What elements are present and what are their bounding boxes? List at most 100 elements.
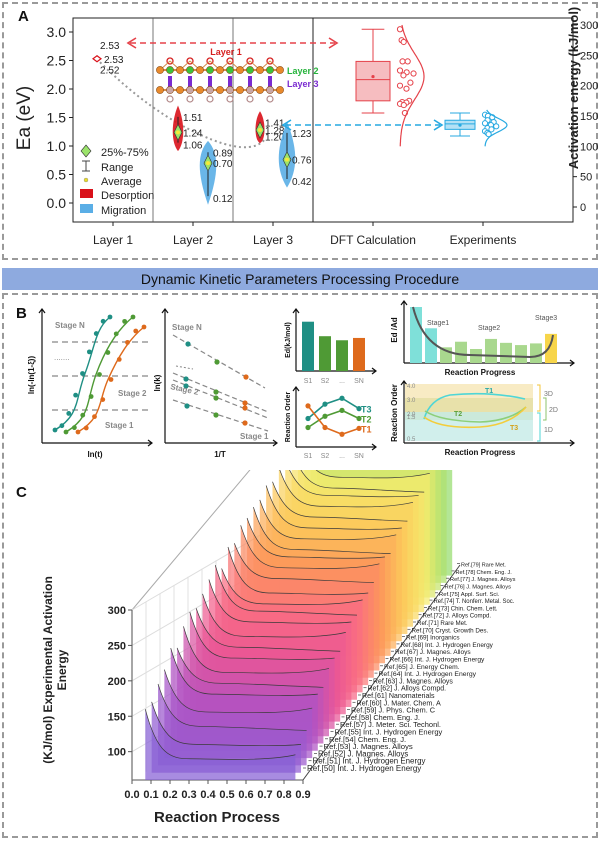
c-y-label-line1: (KJ/mol) Experimental Activation — [41, 576, 55, 764]
c-series-line — [246, 517, 386, 559]
c-y-label-line2: Energy — [55, 649, 69, 690]
atom-layer3 — [188, 76, 192, 88]
c-series-label: Ref.[68] Int. J. Hydrogen Energy — [401, 642, 494, 649]
desorption-arrow-head-right — [328, 37, 339, 49]
c-series-label: Ref.[53] J. Magnes. Alloys — [324, 742, 413, 751]
dft-data-point — [396, 82, 404, 89]
c-series-label: Ref.[64] Int. J. Hydrogen Energy — [379, 671, 477, 678]
c-y-tick-label: 200 — [108, 676, 126, 688]
panel-label-a: A — [18, 8, 29, 25]
b3-y-label: Ed(kJ/mol) — [285, 322, 292, 358]
atom-layer2 — [196, 66, 204, 74]
layer2-desorption-avg-label: 1.24 — [183, 128, 203, 139]
c-series-label: Ref.[61] Nanomaterials — [362, 692, 435, 700]
c-x-tick-label: 0.2 — [162, 789, 177, 801]
legend-desorption-icon — [80, 189, 93, 198]
layer3-desorption-average-dot — [258, 128, 262, 133]
b2-annotation-stage-1: Stage 1 — [240, 432, 269, 441]
chart-b: Stage N Stage 2 Stage 1....... ln(t) ln(-ln(… — [27, 300, 575, 460]
c-y-tick-label: 100 — [108, 747, 126, 759]
c-series-label: Ref.[65] J. Energy Chem. — [384, 664, 460, 671]
b1-data-point — [63, 429, 69, 435]
desorption-arrow-head-left — [126, 37, 137, 49]
b1-data-point — [116, 357, 122, 362]
c-back-top-edge — [131, 470, 251, 611]
b1-data-point — [92, 414, 97, 420]
c-series-label: Ref.[79] Rare Met. — [461, 563, 506, 569]
c-series-line — [170, 647, 318, 696]
c-x-tick-label: 0.7 — [257, 789, 272, 801]
layer3-desorption-min-label: 1.20 — [265, 133, 285, 144]
b6-series-T3 — [423, 406, 527, 429]
layer1-avg-label: 2.53 — [104, 55, 124, 66]
c-series-label: Ref.[52] J. Magnes. Alloys — [318, 749, 408, 758]
y-tick-label-right: 50 — [580, 172, 592, 184]
b1-data-point — [100, 318, 106, 324]
atom-layer2 — [266, 66, 274, 74]
c-series-line — [265, 485, 402, 530]
b1-annotation-stage-2: Stage 2 — [118, 389, 147, 398]
c-series-label: Ref.[54] Chem. Eng. J. — [329, 735, 406, 744]
atom-layer3 — [208, 76, 212, 88]
b2-annotation-stage-2: Stage 2 — [170, 382, 200, 397]
c-x-tick-label: 0.9 — [295, 789, 310, 801]
atom-layer1 — [246, 57, 254, 65]
b1-data-point — [100, 397, 106, 402]
experiments-data-point — [481, 120, 489, 127]
dft-box — [355, 60, 391, 102]
c-series-label: Ref.[58] Chem. Eng. J. — [346, 713, 420, 722]
b1-series-line — [65, 316, 134, 433]
x-tick-label: Layer 1 — [93, 233, 133, 247]
legend-migration-icon — [80, 204, 93, 213]
y-axis-label-left: Ea (eV) — [14, 86, 35, 150]
b6-y-arrow — [400, 380, 408, 386]
dft-data-point — [403, 85, 410, 92]
c-series-label: Ref.[62] J. Alloys Compd. — [368, 686, 447, 693]
atom-layer3 — [268, 76, 272, 88]
b2-data-point — [185, 341, 191, 347]
y-tick-label-right: 100 — [580, 141, 598, 153]
b6-label-T2: T2 — [454, 411, 462, 418]
dft-data-point — [400, 38, 407, 46]
c-series-line — [279, 470, 414, 508]
atom-row — [236, 86, 244, 94]
b3-x-tick-label: S1 — [304, 378, 313, 385]
b5-trend-curve — [412, 306, 554, 359]
c-series-label: Ref.[78] Chem. Eng. J. — [456, 570, 513, 576]
atom-bottom — [246, 95, 254, 103]
b2-data-point — [183, 383, 189, 389]
c-x-tick-label: 0.3 — [181, 789, 196, 801]
b4-x-arrow — [371, 443, 377, 451]
atom-layer2 — [166, 66, 174, 74]
experiments-data-point — [488, 126, 495, 133]
b2-data-point — [213, 395, 219, 401]
c-x-tick-label: 0.1 — [143, 789, 158, 801]
y-axis-label-right: Activation energy (kJ/mol) — [566, 7, 581, 170]
c-series-label: Ref.[69] Inorganics — [406, 635, 460, 642]
c-series-label: Ref.[74] T. Nonferr. Metal. Soc. — [434, 599, 515, 605]
x-tick-label: Layer 3 — [253, 233, 293, 247]
b1-data-point — [86, 349, 92, 355]
legend-label: Average — [101, 176, 142, 188]
dft-mean — [371, 74, 375, 79]
c-series-line — [214, 565, 358, 616]
b1-annotation-stage-1: Stage 1 — [105, 421, 134, 430]
b1-data-point — [108, 377, 114, 382]
b3-bar — [336, 340, 348, 371]
x-tick-label: Layer 2 — [173, 233, 213, 247]
b6-band-label-3d: 3D — [544, 391, 553, 398]
b2-fit-line — [172, 379, 269, 419]
b1-data-point — [125, 339, 130, 345]
structure-label-layer2: Layer 2 — [287, 66, 319, 76]
b2-x-arrow — [272, 439, 278, 447]
c-x-tick-label: 0.5 — [219, 789, 234, 801]
b1-data-point — [105, 350, 111, 355]
c-series-line — [253, 507, 391, 554]
layer3-desorption-max-label: 1.41 — [265, 119, 285, 130]
b2-data-point — [242, 420, 248, 426]
experiments-data-point — [493, 123, 500, 130]
atom-row — [186, 86, 194, 94]
y-tick-label-right: 150 — [580, 111, 598, 123]
atom-row — [216, 86, 224, 94]
panel-label-b: B — [16, 305, 27, 322]
